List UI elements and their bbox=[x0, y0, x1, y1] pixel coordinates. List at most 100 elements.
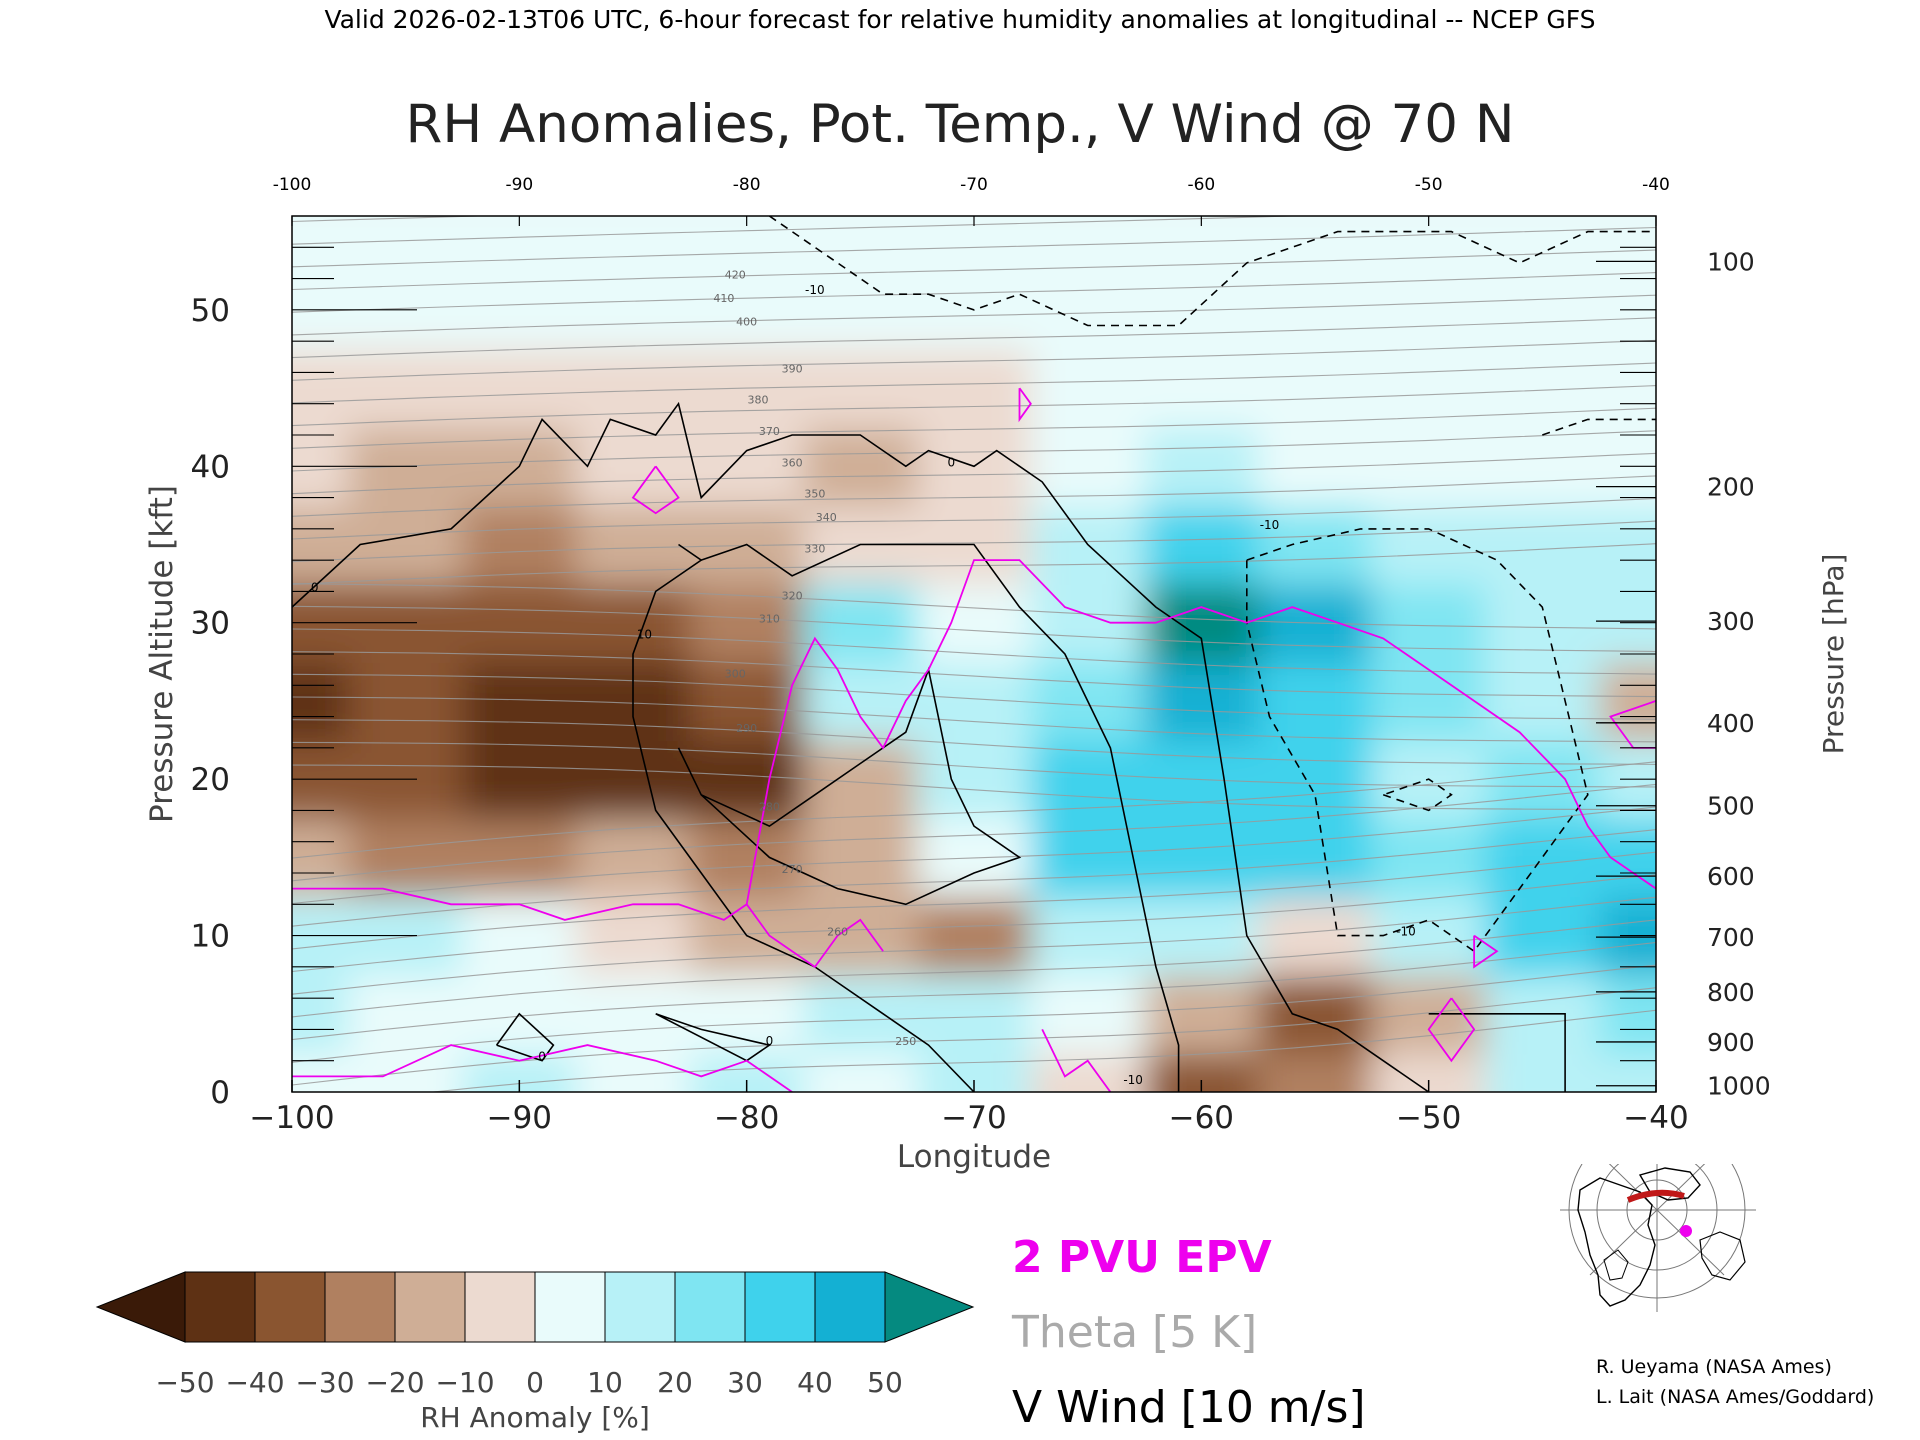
heatmap-cell bbox=[803, 216, 919, 272]
theta-label: 360 bbox=[782, 456, 803, 469]
colorbar-swatch bbox=[184, 1271, 256, 1343]
heatmap-cell bbox=[1258, 505, 1373, 585]
heatmap-cell bbox=[1030, 270, 1146, 350]
theta-contour-line bbox=[292, 430, 1656, 472]
colorbar-tick-label: 40 bbox=[797, 1366, 833, 1399]
y-tick-label: 20 bbox=[191, 762, 230, 798]
location-inset-map bbox=[1558, 1164, 1756, 1312]
theta-contour-line bbox=[292, 317, 1656, 359]
colorbar-swatch bbox=[814, 1271, 886, 1343]
colorbar-tick-label: 50 bbox=[867, 1366, 903, 1399]
v-wind-contour-line bbox=[1542, 418, 1656, 436]
heatmap-cell bbox=[1371, 583, 1487, 663]
x-tick-label: −90 bbox=[487, 1100, 552, 1136]
heatmap-cell bbox=[1599, 348, 1656, 429]
heatmap-cell bbox=[689, 427, 805, 507]
epv-contour-line bbox=[1018, 387, 1032, 423]
heatmap-cell bbox=[803, 896, 919, 976]
x-axis-label: Longitude bbox=[897, 1139, 1051, 1175]
theta-label: 400 bbox=[736, 316, 757, 329]
theta-contour-line bbox=[292, 851, 1656, 950]
v-wind-contour-line bbox=[1382, 778, 1453, 812]
epv-contour-line bbox=[745, 903, 884, 969]
theta-contour-line bbox=[292, 362, 1656, 404]
x-tick-label: −60 bbox=[1169, 1100, 1234, 1136]
pressure-tick-label: 900 bbox=[1707, 1028, 1755, 1057]
heatmap-cell bbox=[462, 505, 578, 585]
rh-anomaly-heatmap bbox=[292, 216, 1656, 1092]
heatmap-cell bbox=[292, 505, 350, 585]
heatmap-cell bbox=[803, 1052, 919, 1092]
x-tick-label: −80 bbox=[714, 1100, 779, 1136]
colorbar-swatch bbox=[464, 1271, 536, 1343]
colorbar-swatch bbox=[254, 1271, 326, 1343]
x-top-tick-label: -70 bbox=[960, 175, 988, 195]
theta-label: 340 bbox=[816, 511, 837, 524]
heatmap-cell bbox=[1485, 216, 1601, 272]
heatmap-cell bbox=[689, 818, 805, 898]
y-tick-label: 10 bbox=[191, 919, 230, 955]
heatmap-cell bbox=[689, 974, 805, 1054]
v-wind-contour-line bbox=[700, 543, 1180, 1092]
theta-label: 290 bbox=[736, 722, 757, 735]
heatmap-cell bbox=[576, 216, 691, 272]
heatmap-cell bbox=[689, 740, 805, 820]
heatmap-cell bbox=[576, 583, 691, 663]
pressure-axis-label: Pressure [hPa] bbox=[1817, 554, 1850, 755]
theta-contour-line bbox=[292, 452, 1656, 495]
y-tick-label: 50 bbox=[191, 293, 230, 329]
pressure-axis: 100 200 300 400 500 600 700 800 900 1000 bbox=[1596, 215, 1771, 1101]
v-wind-label: 0 bbox=[311, 580, 319, 594]
pressure-tick-label: 600 bbox=[1707, 862, 1755, 891]
legend-theta: Theta [5 K] bbox=[1011, 1307, 1257, 1358]
v-wind-label: 0 bbox=[947, 455, 955, 469]
heatmap-cell bbox=[462, 740, 578, 820]
colorbar-swatch bbox=[394, 1271, 466, 1343]
x-tick-label: −100 bbox=[249, 1100, 334, 1136]
theta-contour-line bbox=[292, 761, 1656, 859]
pressure-tick-label: 300 bbox=[1707, 607, 1755, 636]
theta-contour-line bbox=[292, 272, 1656, 313]
header-text: Valid 2026-02-13T06 UTC, 6-hour forecast… bbox=[324, 5, 1595, 34]
epv-contour-line bbox=[1041, 1029, 1112, 1092]
heatmap-cell bbox=[576, 740, 691, 820]
heatmap-cell bbox=[1030, 896, 1146, 976]
v-wind-contour-line bbox=[768, 216, 1656, 327]
x-tick-label: −50 bbox=[1396, 1100, 1461, 1136]
theta-contour-line bbox=[292, 497, 1656, 540]
heatmap-cell bbox=[348, 974, 464, 1054]
colorbar-swatch bbox=[324, 1271, 396, 1343]
theta-contour-line bbox=[292, 520, 1656, 563]
heatmap-cell bbox=[1485, 740, 1601, 820]
theta-contour-line bbox=[292, 605, 1656, 653]
credit-line-1: R. Ueyama (NASA Ames) bbox=[1596, 1356, 1832, 1378]
heatmap-cell bbox=[1485, 505, 1601, 585]
theta-contour-line bbox=[292, 475, 1656, 517]
x-top-tick-label: -100 bbox=[273, 175, 312, 195]
theta-label: 380 bbox=[748, 394, 769, 407]
heatmap-cell bbox=[462, 818, 578, 898]
theta-label: 370 bbox=[759, 425, 780, 438]
heatmap-cell bbox=[803, 661, 919, 742]
pressure-tick-label: 100 bbox=[1707, 247, 1755, 276]
heatmap-cell bbox=[1030, 974, 1146, 1054]
v-wind-label: -10 bbox=[1260, 518, 1280, 532]
heatmap-cell bbox=[462, 661, 578, 742]
theta-contour-line bbox=[292, 783, 1656, 882]
theta-contour-line bbox=[292, 741, 1656, 788]
v-wind-contour-line bbox=[632, 543, 975, 1092]
theta-contour-line bbox=[292, 673, 1656, 720]
heatmap-cell bbox=[576, 896, 691, 976]
colorbar-tick-label: 10 bbox=[587, 1366, 623, 1399]
pressure-tick-label: 1000 bbox=[1707, 1072, 1771, 1101]
heatmap-cell bbox=[576, 427, 691, 507]
colorbar-tick-label: −30 bbox=[295, 1366, 354, 1399]
heatmap-cell bbox=[1258, 818, 1373, 898]
heatmap-cell bbox=[803, 583, 919, 663]
epv-contour bbox=[292, 387, 1656, 1092]
heatmap-cell bbox=[292, 348, 350, 429]
theta-contour-line bbox=[292, 543, 1656, 585]
colorbar-tick-label: −10 bbox=[435, 1366, 494, 1399]
theta-label: 260 bbox=[827, 926, 848, 939]
